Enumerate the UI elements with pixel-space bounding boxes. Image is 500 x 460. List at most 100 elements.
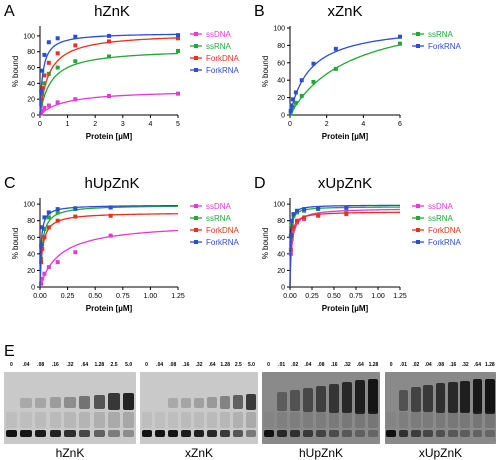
concentration-label: 2.5: [234, 362, 242, 368]
fit-curve-ssdna: [289, 208, 401, 288]
free-probe-band: [194, 430, 204, 437]
legend-entry: ForkDNA: [206, 226, 240, 235]
free-probe-band: [207, 430, 218, 437]
legend-entry: ssRNA: [428, 214, 454, 223]
fit-curve-ssrna: [289, 206, 401, 288]
data-point-forkrna: [333, 46, 338, 51]
y-tick-label: 0: [281, 113, 285, 120]
complex-band: [194, 397, 204, 409]
legend-marker: [194, 44, 198, 48]
chart-title: xUpZnK: [318, 175, 372, 192]
legend-entry: ForkDNA: [428, 226, 462, 235]
data-point-ssdna: [42, 271, 47, 276]
data-point-forkrna: [46, 210, 51, 215]
lane-smear: [5, 412, 17, 428]
lane-smear: [302, 412, 313, 428]
data-point-ssrna: [299, 93, 304, 98]
x-tick-label: 1.00: [144, 293, 158, 300]
y-tick-label: 100: [273, 202, 285, 209]
data-point-ssdna: [55, 100, 60, 105]
data-point-forkrna: [302, 207, 307, 212]
data-point-forkrna: [40, 68, 45, 73]
concentration-label: 0: [389, 362, 393, 368]
lane-smear: [316, 412, 326, 428]
y-tick-label: 80: [277, 218, 285, 225]
chart-title: hZnK: [94, 3, 130, 20]
complex-band: [355, 380, 366, 414]
data-point-forkdna: [46, 225, 51, 230]
data-point-ssdna: [107, 94, 111, 99]
free-probe-band: [154, 430, 165, 437]
data-point-ssrna: [40, 92, 45, 97]
data-point-forkrna: [42, 52, 47, 57]
complex-band: [448, 381, 458, 414]
data-point-ssrna: [55, 210, 60, 215]
data-point-forkdna: [295, 218, 300, 223]
lane-smear: [180, 412, 191, 428]
legend-marker: [194, 68, 198, 72]
y-tick-label: 60: [27, 235, 35, 242]
data-point-forkdna: [107, 39, 111, 44]
fit-curve-ssrna: [289, 44, 401, 116]
concentration-label: .02: [412, 362, 420, 368]
data-point-forkrna: [108, 205, 113, 210]
lane-smear: [411, 412, 421, 428]
complex-band: [64, 396, 76, 409]
y-tick-label: 40: [277, 78, 285, 85]
x-tick-label: 2: [93, 121, 97, 128]
y-tick-label: 80: [27, 218, 35, 225]
free-probe-band: [263, 430, 274, 437]
gel-image-xznk: [140, 372, 258, 444]
data-point-forkdna: [73, 43, 78, 48]
gel-label: xZnK: [184, 446, 213, 460]
legend-entry: ssDNA: [206, 202, 232, 211]
complex-band: [485, 378, 495, 414]
concentration-label: .04: [156, 362, 164, 368]
data-point-ssrna: [293, 100, 298, 105]
data-point-ssrna: [42, 227, 47, 231]
data-point-forkrna: [73, 206, 78, 211]
legend-entry: ForkDNA: [206, 54, 240, 63]
concentration-row: 0 .01 .02 .04 .08 .16 .32 .64 1.28: [385, 362, 496, 372]
free-probe-band: [79, 430, 91, 437]
data-point-forkdna: [42, 235, 47, 240]
gel-label: hZnK: [55, 446, 85, 460]
complex-band: [123, 392, 135, 410]
data-point-forkrna: [107, 33, 111, 38]
concentration-label: .02: [291, 362, 299, 368]
free-probe-band: [289, 430, 300, 437]
data-point-forkrna: [316, 206, 321, 211]
x-tick-label: 0: [38, 121, 42, 128]
free-probe-band: [472, 430, 483, 437]
fit-curve-ssdna: [39, 92, 179, 116]
fit-curve-forkrna: [39, 204, 179, 288]
legend-marker: [194, 240, 198, 244]
data-point-forkrna: [55, 207, 60, 212]
y-tick-label: 20: [277, 268, 285, 275]
free-probe-band: [398, 430, 409, 437]
free-probe-band: [302, 430, 313, 437]
complex-band: [423, 385, 433, 413]
panel-letter-e: E: [4, 343, 15, 360]
complex-band: [460, 380, 470, 414]
complex-band: [342, 381, 353, 414]
concentration-label: .16: [330, 362, 338, 368]
free-probe-band: [246, 430, 257, 437]
lane-smear: [20, 412, 32, 428]
x-tick-label: 0.50: [327, 293, 341, 300]
x-tick-label: 1.25: [171, 293, 185, 300]
lane-smear: [386, 412, 396, 428]
x-axis-label: Protein [µM]: [86, 304, 133, 313]
fit-curve-forkdna: [289, 211, 401, 288]
lane-smear: [154, 412, 165, 428]
free-probe-band: [435, 430, 446, 437]
fit-curve-ssdna: [39, 229, 179, 288]
free-probe-band: [93, 430, 105, 437]
concentration-label: .64: [81, 362, 89, 368]
data-point-forkrna: [288, 108, 293, 113]
free-probe-band: [123, 430, 135, 437]
fit-curve-forkrna: [289, 204, 401, 288]
y-tick-label: 40: [277, 251, 285, 258]
data-point-forkrna: [42, 215, 47, 220]
